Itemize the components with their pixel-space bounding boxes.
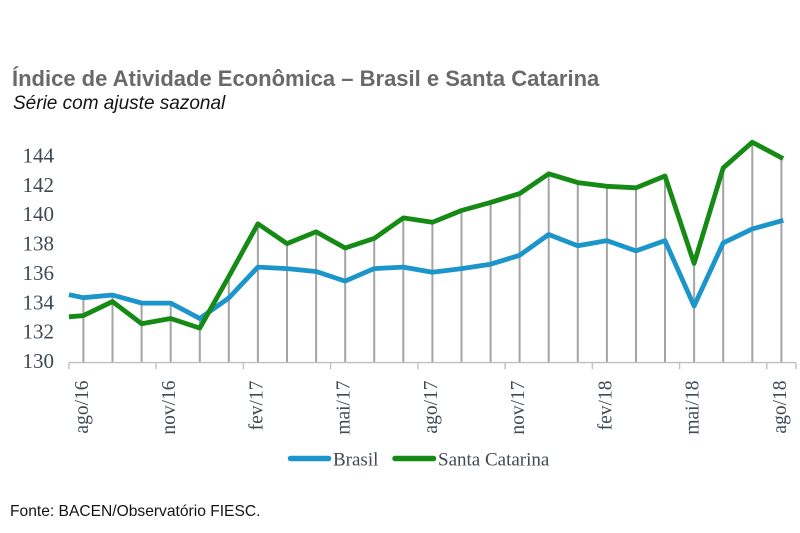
svg-text:130: 130 [23, 349, 55, 373]
svg-text:nov/16: nov/16 [159, 380, 180, 434]
svg-text:mai/17: mai/17 [334, 380, 355, 434]
svg-text:nov/17: nov/17 [508, 380, 529, 434]
svg-text:136: 136 [23, 261, 55, 285]
svg-text:fev/17: fev/17 [246, 380, 267, 430]
svg-text:Santa Catarina: Santa Catarina [438, 450, 550, 471]
svg-text:142: 142 [23, 173, 55, 197]
svg-text:140: 140 [23, 202, 55, 226]
svg-text:ago/18: ago/18 [770, 381, 791, 434]
svg-text:144: 144 [23, 143, 55, 167]
svg-text:ago/17: ago/17 [421, 380, 442, 433]
svg-text:132: 132 [23, 320, 55, 344]
svg-text:138: 138 [23, 232, 55, 256]
svg-text:mai/18: mai/18 [683, 381, 704, 435]
svg-text:fev/18: fev/18 [595, 381, 616, 431]
svg-text:Brasil: Brasil [333, 450, 378, 471]
svg-text:ago/16: ago/16 [72, 380, 93, 433]
svg-text:134: 134 [23, 290, 55, 314]
